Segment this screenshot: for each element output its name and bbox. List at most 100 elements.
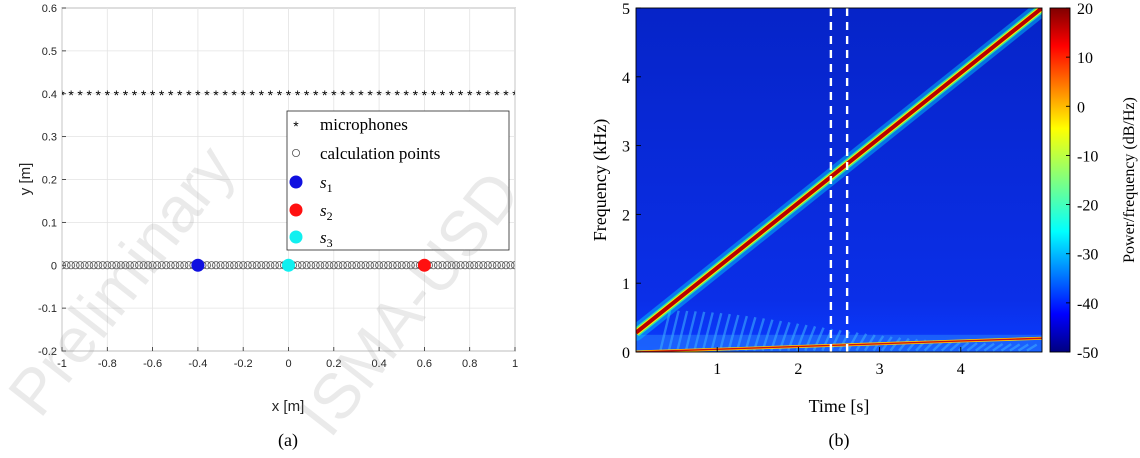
harmonic-streak [949,341,961,352]
microphone-point: * [77,87,83,103]
harmonic-streak [718,313,731,351]
y-tick-label: 3 [622,139,630,156]
legend-label-calculation-points: calculation points [320,144,440,163]
harmonic-streak [855,333,868,352]
colorbar-tick-label: -30 [1077,247,1098,264]
microphone-point: * [331,87,337,103]
microphone-point: * [259,87,265,103]
microphone-point: * [494,87,500,103]
calculation-point [343,261,352,270]
calculation-point [492,261,501,270]
calculation-point [402,261,411,270]
microphone-point: * [449,87,455,103]
calculation-point [270,261,279,270]
legend-box-a [286,110,510,251]
calculation-point [225,261,234,270]
calculation-point [221,261,230,270]
harmonic-streak [735,315,748,351]
x-tick-label: -0.6 [143,358,162,370]
microphone-point: * [512,87,518,103]
calculation-point [162,261,171,270]
microphone-point: * [440,87,446,103]
y-axis-label-b: Frequency (kHz) [590,119,611,241]
calculation-point [384,261,393,270]
x-tick-label: -0.4 [188,358,207,370]
x-tick-label: 2 [794,361,802,378]
calculation-point [144,261,153,270]
microphone-point: * [240,87,246,103]
harmonic-streak [966,342,978,352]
microphone-point: * [150,87,156,103]
microphone-point: * [358,87,364,103]
microphone-point: * [250,87,256,103]
microphone-point: * [394,87,400,103]
calculation-point [433,261,442,270]
colorbar-tick-label: 20 [1077,1,1093,18]
y-tick-label: 1 [622,276,630,293]
calculation-point [506,261,515,270]
microphone-point: * [132,87,138,103]
calculation-point [456,261,465,270]
calculation-point [89,261,98,270]
calculation-point [98,261,107,270]
microphone-point: * [222,87,228,103]
caption-a: (a) [278,430,298,451]
microphone-point: * [340,87,346,103]
calculation-point [252,261,261,270]
source-point-s3 [282,258,295,272]
calculation-point [483,261,492,270]
x-tick-label: 0.4 [371,358,386,370]
spectrogram-panel-b: 1 2 3 4 0 1 2 3 4 5 Time [s] Frequency (kHz) 20 10… [590,1,1138,451]
calculation-point [234,261,243,270]
source-point-s2 [417,258,431,272]
calculation-point [112,261,121,270]
calculation-point [212,261,221,270]
calculation-point [352,261,361,270]
legend-label-microphones: microphones [320,115,408,134]
calculation-point [180,261,189,270]
x-tick-label: 0.8 [462,358,477,370]
harmonic-streak [1017,343,1029,352]
colorbar-tick-label: 10 [1077,50,1093,67]
harmonic-streak [744,316,757,351]
calculation-point [307,261,316,270]
x-tick-label: 3 [876,361,884,378]
calculation-point [397,261,406,270]
microphone-point: * [313,87,319,103]
calculation-point [479,261,488,270]
calculation-point [125,261,134,270]
microphone-point: * [277,87,283,103]
x-tick-label: 4 [957,361,965,378]
y-axis-label-a: y [m] [17,163,34,196]
calculation-point [388,261,397,270]
microphone-point: * [59,87,65,103]
harmonic-streak [898,337,910,352]
calculation-point [501,261,510,270]
calculation-point [497,261,506,270]
microphone-point: * [413,87,419,103]
y-tick-label: 0.2 [42,175,57,187]
source-point-s1 [191,258,205,272]
y-tick-label: 5 [622,1,630,18]
legend-marker-asterisk: * [293,118,299,134]
microphone-point: * [485,87,491,103]
microphone-point: * [68,87,74,103]
calculation-point [171,261,180,270]
harmonic-streak [770,320,783,351]
microphone-point: * [123,87,129,103]
microphone-point: * [458,87,464,103]
y-tick-label: 4 [622,70,630,87]
harmonic-streak [1026,343,1038,352]
harmonic-streak [667,310,680,351]
harmonic-streak [727,314,740,351]
calculation-point [261,261,270,270]
colorbar-tick-label: -20 [1077,198,1098,215]
legend-item-calculation-points: calculation points [291,144,440,163]
microphone-point: * [295,87,301,103]
microphone-point: * [476,87,482,103]
calculation-point [406,261,415,270]
y-tick-label: 0.5 [42,46,57,58]
low-line [636,337,1042,352]
calculation-point [153,261,162,270]
calculation-point [257,261,266,270]
